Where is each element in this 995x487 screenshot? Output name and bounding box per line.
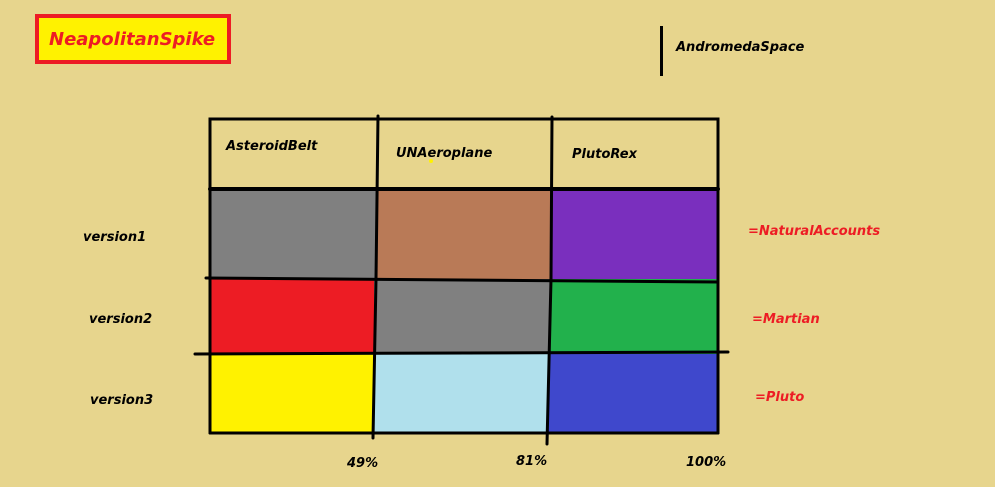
column-header-plutorex: PlutoRex bbox=[572, 147, 637, 162]
row-label-version3: version3 bbox=[90, 393, 154, 408]
percent-mark-3: 100% bbox=[686, 455, 727, 470]
cell-version1-asteroidbelt bbox=[211, 190, 376, 279]
vertical-marker bbox=[660, 26, 663, 76]
cell-version2-asteroidbelt bbox=[211, 279, 374, 354]
title-box: NeapolitanSpike bbox=[35, 14, 231, 64]
row-label-version1: version1 bbox=[83, 230, 147, 245]
grid-lines bbox=[193, 114, 730, 446]
title-text: NeapolitanSpike bbox=[49, 28, 216, 50]
cell-version3-unaeroplane bbox=[373, 354, 548, 433]
cell-version3-plutorex bbox=[548, 354, 717, 433]
column-header-asteroidbelt: AsteroidBelt bbox=[226, 139, 318, 154]
cell-version2-unaeroplane bbox=[374, 279, 550, 354]
percent-mark-2: 81% bbox=[516, 454, 548, 469]
legend-version1: =NaturalAccounts bbox=[748, 224, 881, 239]
percent-mark-1: 49% bbox=[347, 456, 379, 471]
legend-version2: =Martian bbox=[752, 312, 820, 327]
legend-version3: =Pluto bbox=[755, 390, 805, 405]
row-label-version2: version2 bbox=[89, 312, 153, 327]
column-header-unaeroplane: UNAeroplane bbox=[396, 146, 493, 161]
cell-version1-plutorex bbox=[551, 190, 717, 279]
cell-version1-unaeroplane bbox=[376, 190, 551, 279]
yellow-dot bbox=[429, 159, 433, 163]
cell-version2-plutorex bbox=[550, 279, 717, 354]
side-label: AndromedaSpace bbox=[676, 40, 805, 55]
cell-version3-asteroidbelt bbox=[211, 354, 373, 433]
